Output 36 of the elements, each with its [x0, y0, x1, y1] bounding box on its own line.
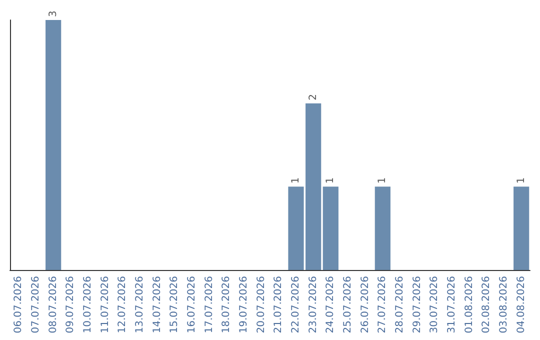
x-tick-label: 29.07.2026 [412, 276, 423, 334]
x-tick-label: 15.07.2026 [169, 276, 180, 334]
data-label: 1 [516, 177, 527, 184]
x-tick-label: 23.07.2026 [308, 276, 319, 334]
x-tick-label: 07.07.2026 [30, 276, 42, 334]
data-label: 1 [290, 177, 302, 184]
data-label: 2 [308, 94, 319, 100]
x-tick-label: 01.08.2026 [464, 276, 475, 334]
x-tick-label: 27.07.2026 [377, 276, 388, 334]
x-tick-label: 20.07.2026 [256, 276, 267, 334]
x-tick-label: 08.07.2026 [48, 276, 59, 334]
data-label: 1 [377, 177, 388, 184]
x-tick-label: 31.07.2026 [446, 276, 458, 334]
x-tick-label: 14.07.2026 [152, 276, 163, 334]
x-tick-label: 12.07.2026 [117, 276, 128, 334]
x-tick-label: 26.07.2026 [360, 276, 371, 334]
x-tick-label: 03.08.2026 [498, 276, 510, 334]
x-tick-label: 17.07.2026 [204, 276, 215, 334]
x-tick-label: 13.07.2026 [134, 276, 146, 334]
x-tick-label: 18.07.2026 [221, 276, 232, 334]
data-label: 1 [325, 177, 336, 184]
x-tick-label: 11.07.2026 [100, 276, 111, 334]
x-tick-label: 22.07.2026 [290, 276, 302, 334]
x-tick-label: 24.07.2026 [325, 276, 336, 334]
x-tick-label: 02.08.2026 [481, 276, 492, 334]
x-tick-label: 30.07.2026 [429, 276, 440, 334]
x-tick-label: 28.07.2026 [394, 276, 406, 334]
x-tick-label: 25.07.2026 [342, 276, 354, 334]
x-tick-label: 19.07.2026 [238, 276, 250, 334]
x-tick-label: 09.07.2026 [65, 276, 76, 334]
x-tick-label: 21.07.2026 [273, 276, 284, 334]
x-tick-label: 04.08.2026 [516, 276, 527, 334]
data-label: 3 [48, 10, 59, 17]
x-tick-label: 16.07.2026 [186, 276, 198, 334]
x-tick-label: 06.07.2026 [13, 276, 24, 334]
x-tick-label: 10.07.2026 [82, 276, 94, 334]
